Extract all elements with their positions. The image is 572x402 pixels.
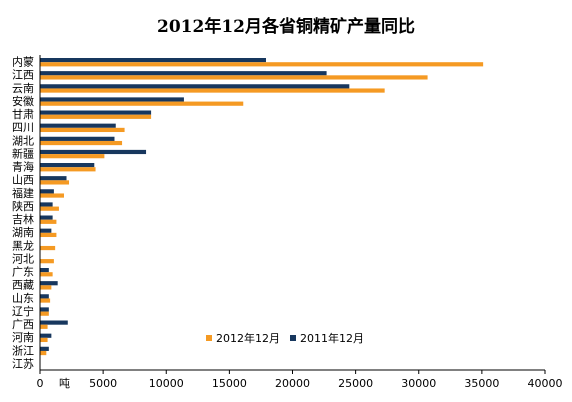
bar-2011-5 — [40, 110, 152, 115]
bar-2012-1 — [40, 62, 484, 67]
bars-group — [40, 58, 484, 356]
category-label-3: 云南 — [12, 82, 34, 95]
category-label-19: 山东 — [12, 292, 34, 305]
bar-2012-22 — [40, 337, 48, 343]
bar-2012-12 — [40, 206, 59, 211]
category-label-13: 吉林 — [12, 212, 34, 226]
x-tick-label-9: 40000 — [528, 377, 563, 390]
category-label-23: 浙江 — [12, 344, 34, 357]
legend-swatch-2012 — [206, 335, 212, 341]
legend-label-2011: 2011年12月 — [300, 331, 364, 345]
x-tick-label-3: 10000 — [149, 377, 184, 390]
x-tick-label-8: 35000 — [464, 377, 499, 390]
bar-2011-21 — [40, 320, 68, 325]
bar-2012-13 — [40, 219, 57, 224]
bar-2011-12 — [40, 202, 53, 207]
category-label-4: 安徽 — [12, 94, 34, 108]
category-label-8: 新疆 — [12, 146, 34, 160]
bar-2012-9 — [40, 167, 96, 172]
category-label-24: 江苏 — [12, 357, 34, 370]
category-label-7: 湖北 — [12, 134, 34, 147]
bar-2012-2 — [40, 75, 428, 80]
bar-2012-19 — [40, 298, 51, 303]
bar-2012-14 — [40, 232, 57, 238]
x-tick-label-2: 5000 — [89, 377, 117, 390]
category-label-18: 西藏 — [12, 279, 34, 292]
category-label-17: 广东 — [12, 266, 34, 279]
category-label-1: 内蒙 — [12, 55, 34, 69]
category-label-10: 山西 — [12, 174, 34, 187]
bar-2011-10 — [40, 176, 67, 181]
bar-2011-13 — [40, 215, 53, 220]
bar-2011-3 — [40, 84, 350, 89]
category-label-14: 湖南 — [12, 226, 34, 239]
x-axis: 0 5000 10000 15000 20000 25000 30000 35000 40000… — [37, 369, 563, 390]
bar-2011-14 — [40, 228, 52, 233]
bar-2011-7 — [40, 136, 115, 141]
bar-2012-20 — [40, 311, 49, 316]
bar-2011-23 — [40, 346, 49, 351]
bar-2011-1 — [40, 58, 266, 63]
bar-2011-17 — [40, 268, 49, 273]
category-labels: 内蒙江西云南安徽甘肃四川湖北新疆青海山西福建陕西吉林湖南黑龙河北广东西藏山东辽宁… — [12, 55, 34, 371]
x-tick-label-7: 30000 — [401, 377, 436, 390]
category-label-2: 江西 — [12, 69, 34, 82]
category-label-6: 四川 — [12, 121, 34, 134]
bar-2011-22 — [40, 333, 52, 338]
legend-swatch-2011 — [290, 335, 296, 341]
bar-2012-8 — [40, 154, 105, 159]
bar-2012-16 — [40, 259, 54, 264]
category-label-5: 甘肃 — [12, 108, 34, 121]
bar-2012-11 — [40, 193, 64, 198]
bar-2012-4 — [40, 101, 244, 106]
bar-2012-5 — [40, 114, 152, 119]
category-label-21: 广西 — [12, 318, 34, 331]
category-label-15: 黑龙 — [12, 239, 34, 252]
bar-2012-18 — [40, 285, 52, 290]
bar-2012-3 — [40, 88, 385, 93]
bar-2012-7 — [40, 140, 123, 146]
x-axis-unit: 吨 — [59, 377, 70, 390]
bar-2012-10 — [40, 180, 70, 185]
bar-2011-4 — [40, 97, 184, 102]
bar-2011-2 — [40, 71, 327, 76]
bar-2012-6 — [40, 127, 125, 133]
x-tick-label-6: 25000 — [338, 377, 373, 390]
legend-label-2012: 2012年12月 — [216, 331, 280, 345]
bar-2011-20 — [40, 307, 49, 312]
bar-2012-21 — [40, 324, 48, 329]
category-label-11: 福建 — [12, 186, 34, 200]
bar-2011-18 — [40, 281, 58, 286]
bar-2012-23 — [40, 350, 47, 356]
category-label-22: 河南 — [12, 331, 34, 344]
chart-title: 2012年12月各省铜精矿产量同比 — [157, 16, 415, 37]
bar-2011-8 — [40, 149, 147, 155]
x-tick-label-4: 15000 — [212, 377, 247, 390]
category-label-20: 辽宁 — [12, 304, 34, 318]
bar-2011-19 — [40, 294, 49, 299]
x-tick-label-5: 20000 — [275, 377, 310, 390]
bar-2011-9 — [40, 163, 95, 168]
bar-2012-17 — [40, 272, 53, 277]
legend: 2012年12月 2011年12月 — [206, 331, 364, 345]
x-tick-label-1: 0 — [37, 377, 44, 390]
category-label-12: 陕西 — [12, 199, 34, 213]
category-label-9: 青海 — [12, 160, 34, 174]
bar-2012-15 — [40, 245, 56, 251]
bar-2011-11 — [40, 189, 54, 194]
category-label-16: 河北 — [12, 252, 34, 265]
bar-2011-6 — [40, 123, 116, 128]
